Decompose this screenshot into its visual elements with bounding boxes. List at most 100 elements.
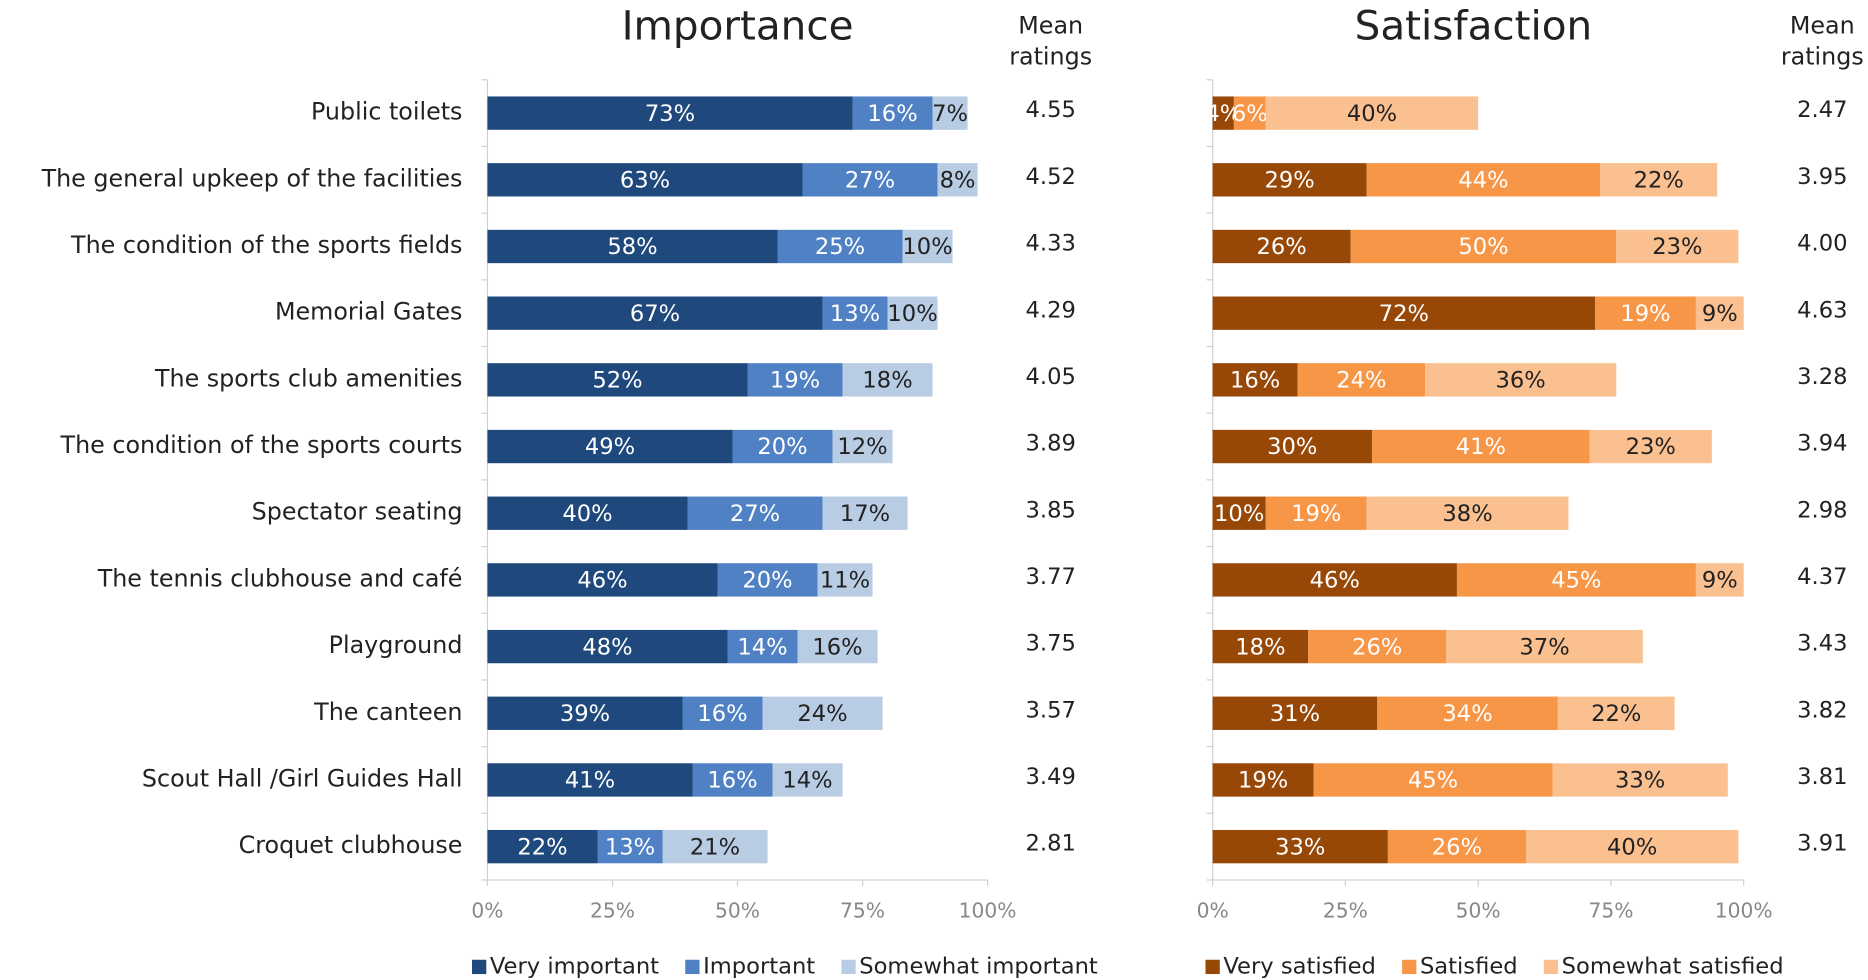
category-label: Public toilets xyxy=(311,98,462,126)
value-label: 41% xyxy=(1456,434,1506,460)
bar-segment xyxy=(682,696,763,730)
bar-segment xyxy=(1387,829,1526,864)
mean-rating: 3.94 xyxy=(1797,431,1847,457)
mean-rating: 3.43 xyxy=(1797,631,1847,657)
x-tick-label: 0% xyxy=(471,899,503,923)
bar-segment xyxy=(902,229,953,264)
mean-title: Mean ratings xyxy=(1009,10,1093,71)
x-tick-label: 75% xyxy=(1588,899,1633,923)
bar-segment xyxy=(852,96,933,130)
mean-rating: 3.28 xyxy=(1797,364,1847,390)
bar-segment xyxy=(932,96,968,130)
bar-segment xyxy=(817,563,873,597)
value-label: 44% xyxy=(1458,167,1508,193)
mean-title-box: Mean ratings xyxy=(1781,11,1864,71)
x-tick-label: 25% xyxy=(590,899,635,923)
category-label: The canteen xyxy=(313,698,462,726)
x-tick-label: 75% xyxy=(840,899,885,923)
bar-segment xyxy=(1525,829,1739,864)
mean-rating: 4.52 xyxy=(1026,164,1076,190)
mean-rating: 2.98 xyxy=(1797,497,1847,523)
category-label: The sports club amenities xyxy=(154,364,463,392)
mean-rating: 3.49 xyxy=(1026,764,1076,790)
bar-segment xyxy=(487,363,748,397)
bar-segment xyxy=(1695,296,1744,330)
bar-segment xyxy=(1600,163,1718,197)
x-tick-label: 50% xyxy=(715,899,760,923)
legend-swatch xyxy=(841,959,856,975)
value-label: 19% xyxy=(1238,768,1288,794)
value-label: 10% xyxy=(887,301,937,327)
value-label: 27% xyxy=(845,167,895,193)
mean-rating: 4.33 xyxy=(1026,231,1076,257)
bar-segment xyxy=(887,296,938,330)
value-label: 26% xyxy=(1352,634,1402,660)
bar-segment xyxy=(487,829,598,864)
legend-label: Somewhat satisfied xyxy=(1562,953,1784,979)
category-label: Playground xyxy=(329,631,463,659)
value-label: 6% xyxy=(1232,101,1268,127)
mean-rating: 3.77 xyxy=(1026,564,1076,590)
value-label: 16% xyxy=(1230,368,1280,394)
bar-segment xyxy=(822,496,908,530)
bar-segment xyxy=(487,563,718,597)
value-label: 19% xyxy=(1620,301,1670,327)
bar-segment xyxy=(487,96,853,130)
value-label: 34% xyxy=(1442,701,1492,727)
value-label: 58% xyxy=(607,234,657,260)
bar-segment xyxy=(1233,96,1266,130)
value-label: 26% xyxy=(1432,834,1482,860)
value-label: 33% xyxy=(1275,834,1325,860)
legend-label: Very important xyxy=(490,953,659,979)
bar-segment xyxy=(487,629,728,664)
legend-swatch xyxy=(685,959,700,975)
category-label: Scout Hall /Girl Guides Hall xyxy=(142,764,463,792)
legend-swatch xyxy=(1402,959,1417,975)
x-tick-label: 0% xyxy=(1197,899,1229,923)
value-label: 39% xyxy=(560,701,610,727)
value-label: 26% xyxy=(1257,234,1307,260)
bar-segment xyxy=(1212,629,1309,664)
value-label: 46% xyxy=(1310,568,1360,594)
value-label: 40% xyxy=(562,501,612,527)
value-label: 27% xyxy=(730,501,780,527)
value-label: 29% xyxy=(1265,167,1315,193)
bar-segment xyxy=(487,696,683,730)
x-tick-label: 100% xyxy=(959,899,1017,923)
mean-rating: 4.00 xyxy=(1797,231,1847,257)
bar-segment xyxy=(1265,496,1367,530)
value-label: 52% xyxy=(592,368,642,394)
bar-segment xyxy=(1371,429,1590,464)
bar-segment xyxy=(1212,563,1457,597)
mean-rating: 2.47 xyxy=(1797,97,1847,123)
value-label: 36% xyxy=(1496,368,1546,394)
bar-segment xyxy=(487,296,823,330)
value-label: 16% xyxy=(812,634,862,660)
value-label: 22% xyxy=(517,834,567,860)
bar-segment xyxy=(1308,629,1447,664)
bar-segment xyxy=(1212,229,1351,264)
bar-segment xyxy=(1616,229,1739,264)
bar-segment xyxy=(717,563,818,597)
chart-title: Satisfaction xyxy=(1355,2,1593,50)
legend-swatch xyxy=(1543,959,1559,975)
legend-label: Important xyxy=(703,953,815,979)
value-label: 24% xyxy=(1336,368,1386,394)
bar-segment xyxy=(1695,563,1744,597)
bar-segment xyxy=(487,496,688,530)
bar-segment xyxy=(732,429,833,464)
mean-rating: 4.63 xyxy=(1797,297,1847,323)
category-label: The general upkeep of the facilities xyxy=(41,164,463,192)
bar-segment xyxy=(1456,563,1696,597)
bar-segment xyxy=(1595,296,1696,330)
bar-segment xyxy=(487,229,778,264)
value-label: 10% xyxy=(902,234,952,260)
legend-label: Somewhat important xyxy=(859,953,1098,979)
mean-rating: 4.55 xyxy=(1026,97,1076,123)
value-label: 12% xyxy=(837,434,887,460)
bar-segment xyxy=(1212,429,1372,464)
value-label: 16% xyxy=(867,101,917,127)
value-label: 72% xyxy=(1379,301,1429,327)
value-label: 24% xyxy=(797,701,847,727)
